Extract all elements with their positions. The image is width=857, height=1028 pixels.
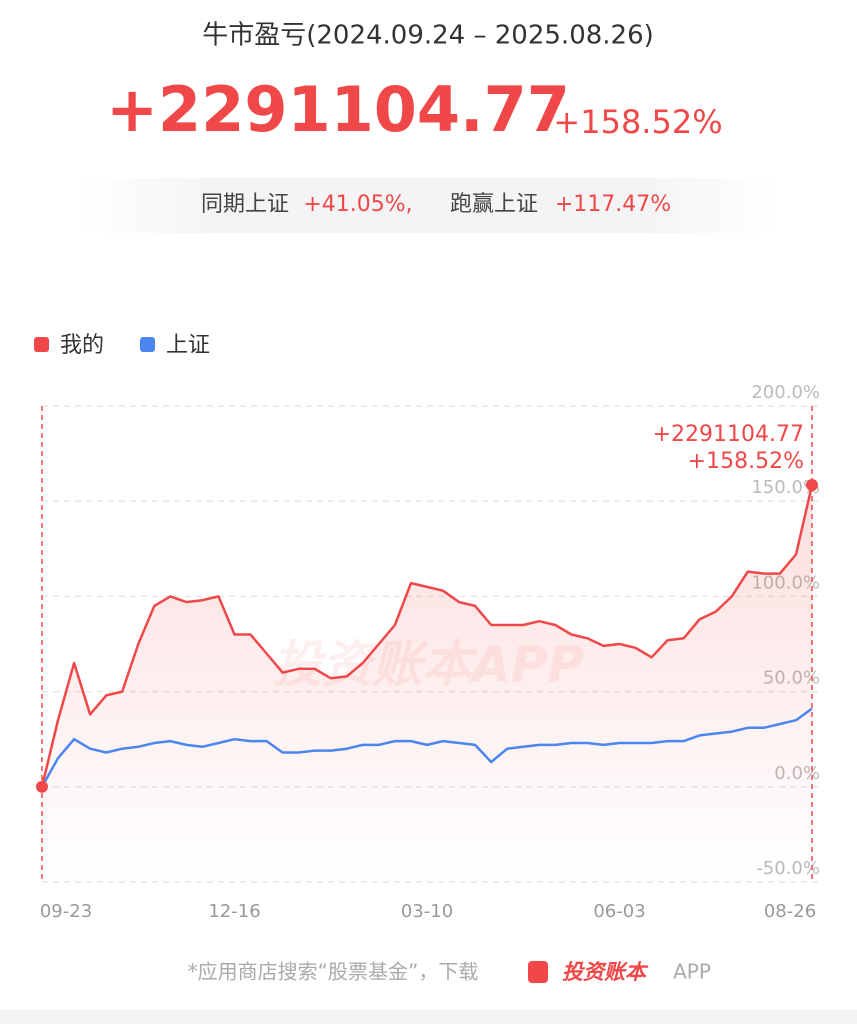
excess-label: 跑赢上证 xyxy=(450,192,538,217)
benchmark-return: +41.05%, xyxy=(303,192,412,217)
footer-text: *应用商店搜索“股票基金”，下载 xyxy=(188,960,479,984)
x-tick-label: 12-16 xyxy=(208,901,260,922)
y-tick-label: 200.0% xyxy=(751,382,820,403)
x-tick-label: 08-26 xyxy=(764,901,816,922)
footer-suffix: APP xyxy=(673,960,711,984)
return: +158.52% xyxy=(553,103,722,141)
series-line xyxy=(40,707,813,788)
legend-swatch xyxy=(140,337,155,352)
profit: +2291104.77 xyxy=(106,73,570,146)
x-tick-label: 06-03 xyxy=(593,901,645,922)
bottom-bar xyxy=(0,1010,857,1024)
compare-pill xyxy=(80,178,777,233)
title: 牛市盈亏(2024.09.24 – 2025.08.26) xyxy=(202,21,654,51)
series-line xyxy=(40,484,814,788)
legend-label: 我的 xyxy=(60,333,104,358)
x-tick-label: 09-23 xyxy=(40,901,92,922)
benchmark-label: 同期上证 xyxy=(201,192,289,217)
end-dot xyxy=(806,478,818,491)
excess-return: +117.47% xyxy=(555,192,671,217)
y-tick-label: 150.0% xyxy=(751,477,820,498)
data-label: +158.52% xyxy=(688,449,804,474)
legend-label: 上证 xyxy=(166,333,210,358)
end-annotation: +2291104.77 xyxy=(653,422,804,447)
area-fill xyxy=(42,485,812,882)
brand-icon xyxy=(528,961,548,983)
footer-brand: 投资账本 xyxy=(562,960,649,984)
start-dot xyxy=(36,780,48,793)
legend-swatch xyxy=(34,337,49,352)
x-tick-label: 03-10 xyxy=(401,901,453,922)
